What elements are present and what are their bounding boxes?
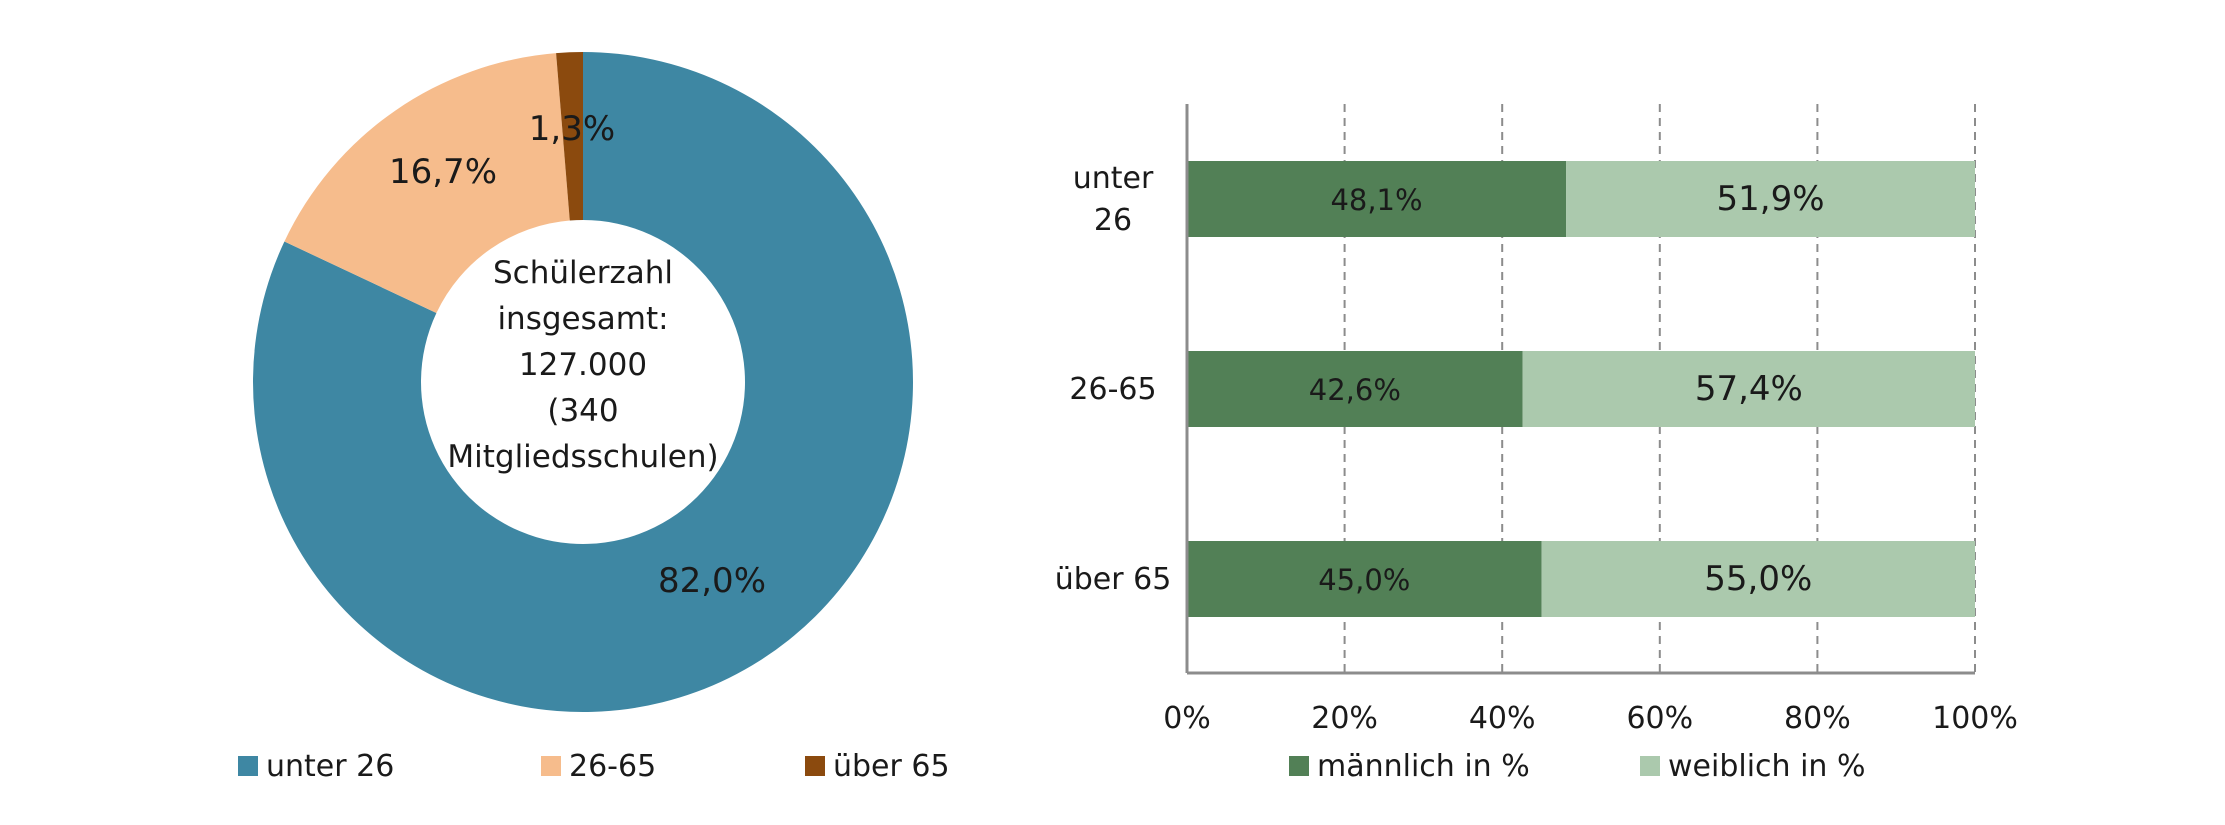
donut-center-line: 127.000: [519, 347, 647, 383]
bar-value-label: 48,1%: [1330, 183, 1422, 217]
legend-label: über 65: [833, 749, 950, 784]
legend-swatch-weiblich-in: [1640, 756, 1660, 776]
bar-weiblich-in-unter-26: [1566, 161, 1975, 237]
y-category-label: über 65: [1055, 562, 1172, 597]
bar-legend: männlich in % weiblich in %: [1289, 749, 1865, 784]
donut-chart: 82,0% 16,7% 1,3%: [252, 52, 914, 712]
stacked-bar-chart: 0% 20% 40% 60% 80% 100% 48,1% 51,9% unter 26 42,6%…: [1055, 104, 2018, 736]
bar-weiblich-in-26-65: [1522, 351, 1975, 427]
x-tick-label: 40%: [1469, 701, 1536, 736]
x-tick-label: 60%: [1626, 701, 1693, 736]
x-tick-label: 20%: [1311, 701, 1378, 736]
donut-center-line: insgesamt:: [497, 301, 668, 337]
legend-swatch-männlich-in: [1289, 756, 1309, 776]
x-tick-label: 100%: [1932, 701, 2018, 736]
x-tick-label: 80%: [1784, 701, 1851, 736]
donut-slice-über-65: [556, 52, 583, 221]
donut-legend: unter 26 26-65 über 65: [238, 749, 950, 784]
x-tick-label: 0%: [1163, 701, 1211, 736]
bar-value-label: 57,4%: [1695, 369, 1803, 409]
donut-center-line: (340: [547, 393, 618, 429]
legend-label: unter 26: [266, 749, 394, 784]
bar-männlich-in-26-65: [1187, 351, 1523, 427]
donut-value-label: 16,7%: [389, 152, 497, 192]
bar-value-label: 51,9%: [1717, 179, 1825, 219]
bar-value-label: 55,0%: [1704, 559, 1812, 599]
y-category-label: unter: [1073, 161, 1154, 196]
y-category-label: 26: [1094, 203, 1132, 238]
legend-swatch-unter-26: [238, 756, 258, 776]
donut-center-label: Schülerzahl insgesamt: 127.000 (340 Mitglied…: [447, 255, 718, 475]
legend-label: weiblich in %: [1668, 749, 1865, 784]
bar-männlich-in-unter-26: [1187, 161, 1567, 237]
legend-label: 26-65: [569, 749, 656, 784]
bar-weiblich-in-über-65: [1541, 541, 1975, 617]
legend-swatch-über-65: [805, 756, 825, 776]
bar-männlich-in-über-65: [1187, 541, 1542, 617]
legend-swatch-26-65: [541, 756, 561, 776]
donut-center-line: Mitgliedsschulen): [447, 439, 718, 475]
bar-value-label: 42,6%: [1309, 373, 1401, 407]
donut-slice-unter-26: [252, 52, 914, 712]
bar-value-label: 45,0%: [1318, 563, 1410, 597]
donut-center-line: Schülerzahl: [493, 255, 673, 291]
donut-value-label: 82,0%: [658, 561, 766, 601]
legend-label: männlich in %: [1317, 749, 1530, 784]
donut-slice-26-65: [284, 53, 570, 314]
y-category-label: 26-65: [1069, 372, 1156, 407]
donut-value-label: 1,3%: [529, 109, 615, 149]
